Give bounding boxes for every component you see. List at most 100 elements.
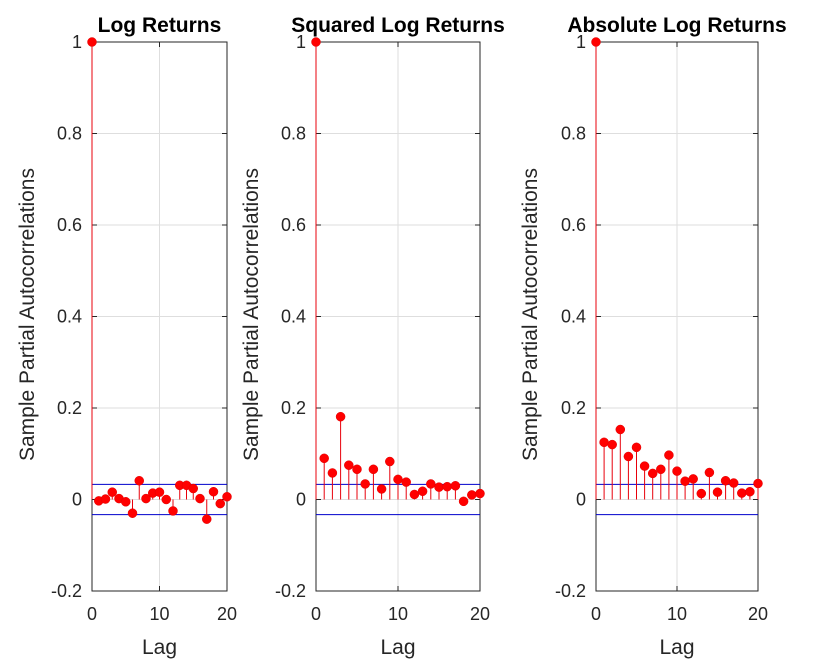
- y-axis-label: Sample Partial Autocorrelations: [240, 168, 263, 461]
- stem-marker: [188, 483, 198, 494]
- stem-marker: [100, 494, 111, 504]
- stem-marker: [656, 464, 666, 475]
- stem-marker: [704, 467, 715, 478]
- x-tick-label: 0: [87, 604, 97, 624]
- stem-marker: [401, 477, 411, 487]
- y-tick-label: 1: [296, 32, 306, 52]
- y-tick-label: -0.2: [555, 581, 586, 601]
- stem-marker: [591, 37, 601, 47]
- stem-marker: [127, 508, 138, 518]
- x-tick-label: 0: [311, 604, 321, 624]
- stem-marker: [222, 492, 232, 502]
- x-tick-label: 0: [591, 604, 601, 624]
- y-tick-label: 0.8: [561, 124, 586, 144]
- y-tick-label: 0.2: [57, 398, 82, 418]
- stem-marker: [141, 493, 151, 504]
- stem-marker: [467, 490, 477, 500]
- y-tick-label: 0.6: [561, 215, 586, 235]
- chart-title: Log Returns: [98, 14, 222, 37]
- y-tick-label: 0: [576, 490, 586, 510]
- stem-marker: [344, 460, 354, 470]
- stem-marker: [426, 479, 436, 489]
- stem-marker: [327, 468, 338, 478]
- y-axis-label: Sample Partial Autocorrelations: [16, 168, 39, 461]
- stem-marker: [319, 453, 329, 464]
- stem-marker: [368, 464, 379, 475]
- chart-title: Squared Log Returns: [291, 14, 505, 37]
- y-tick-label: 0.6: [57, 215, 82, 235]
- x-tick-label: 20: [217, 604, 237, 624]
- x-tick-label: 10: [149, 604, 169, 624]
- x-tick-label: 20: [748, 604, 768, 624]
- stem-marker: [647, 468, 658, 479]
- stem-marker: [208, 486, 219, 497]
- stem-marker: [450, 481, 461, 491]
- stem-marker: [409, 489, 420, 500]
- stem-marker: [615, 424, 626, 435]
- stem-marker: [712, 487, 723, 497]
- stem-marker: [745, 486, 755, 497]
- stem-marker: [107, 487, 117, 497]
- stem-marker: [393, 474, 403, 485]
- stem-marker: [154, 487, 165, 497]
- stem-marker: [87, 37, 97, 47]
- stem-marker: [664, 450, 674, 460]
- stem-marker: [134, 475, 144, 486]
- y-tick-label: 1: [72, 32, 82, 52]
- stem-marker: [335, 411, 346, 422]
- stem-marker: [688, 474, 698, 484]
- stem-marker: [623, 451, 634, 462]
- stem-marker: [631, 442, 642, 453]
- y-tick-label: 1: [576, 32, 586, 52]
- y-tick-label: -0.2: [51, 581, 82, 601]
- x-tick-label: 10: [388, 604, 408, 624]
- x-tick-label: 20: [470, 604, 490, 624]
- stem-marker: [737, 488, 747, 498]
- stem-marker: [434, 482, 444, 492]
- chart-title: Absolute Log Returns: [567, 14, 786, 37]
- stem-marker: [417, 486, 428, 497]
- stem-marker: [311, 37, 321, 47]
- stem-marker: [753, 478, 763, 489]
- y-axis-label: Sample Partial Autocorrelations: [519, 168, 542, 461]
- x-axis-label: Lag: [659, 636, 694, 659]
- x-axis-label: Lag: [380, 636, 415, 659]
- y-tick-label: 0.4: [281, 307, 306, 327]
- stem-marker: [680, 476, 690, 486]
- y-tick-label: 0.4: [57, 307, 82, 327]
- stem-marker: [728, 478, 739, 488]
- stem-marker: [599, 437, 609, 448]
- x-axis-label: Lag: [142, 636, 177, 659]
- y-tick-label: 0.4: [561, 307, 586, 327]
- stem-marker: [376, 484, 387, 494]
- stem-marker: [195, 493, 205, 504]
- stem-marker: [161, 494, 171, 505]
- y-tick-label: 0: [296, 490, 306, 510]
- stem-marker: [607, 439, 617, 450]
- y-tick-label: 0: [72, 490, 82, 510]
- stem-marker: [202, 514, 212, 524]
- stem-marker: [458, 496, 469, 507]
- stem-marker: [385, 456, 395, 467]
- stem-marker: [475, 488, 485, 499]
- y-tick-label: 0.8: [57, 124, 82, 144]
- x-tick-label: 10: [667, 604, 687, 624]
- y-tick-label: 0.2: [561, 398, 586, 418]
- stem-marker: [720, 475, 731, 486]
- stem-marker: [639, 461, 650, 471]
- y-tick-label: 0.6: [281, 215, 306, 235]
- stem-marker: [696, 488, 707, 499]
- stem-marker: [442, 481, 452, 492]
- stem-marker: [121, 497, 131, 507]
- stem-marker: [352, 464, 362, 475]
- stem-marker: [672, 466, 682, 476]
- stem-marker: [215, 498, 225, 509]
- y-tick-label: 0.2: [281, 398, 306, 418]
- stem-marker: [360, 479, 370, 489]
- y-tick-label: 0.8: [281, 124, 306, 144]
- y-tick-label: -0.2: [275, 581, 306, 601]
